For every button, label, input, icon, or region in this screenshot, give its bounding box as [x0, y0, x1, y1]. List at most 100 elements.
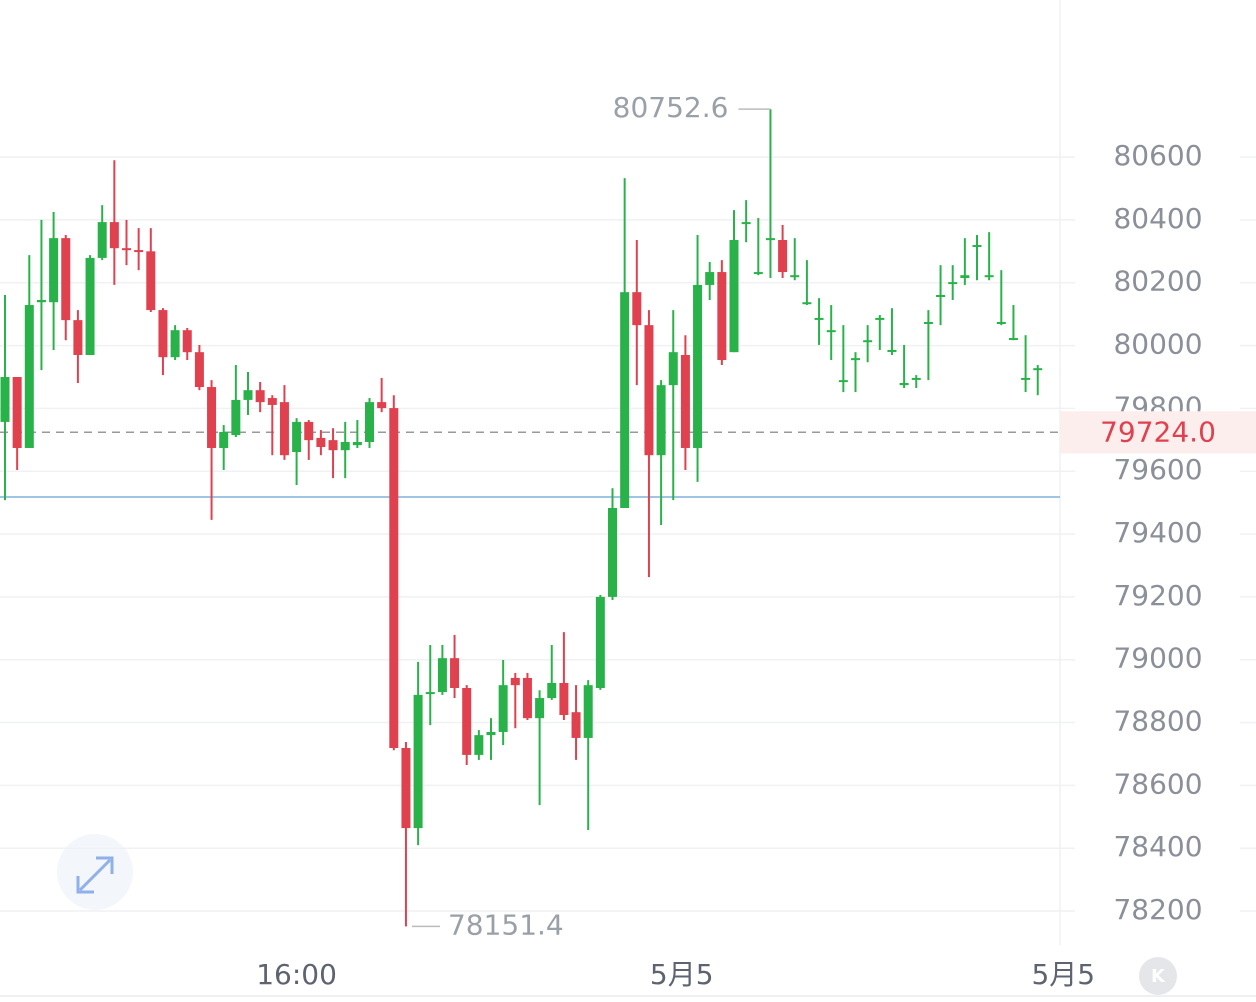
y-tick-label: 79400	[1113, 516, 1202, 549]
candle-body	[73, 320, 83, 355]
candle-body	[292, 421, 302, 453]
candle-body	[838, 380, 848, 383]
candle-body	[425, 692, 435, 695]
last-price-label: 79724.0	[1100, 415, 1216, 448]
y-tick-label: 79200	[1113, 579, 1202, 612]
y-tick-label: 80400	[1113, 202, 1202, 235]
candle-body	[705, 272, 715, 285]
candle-body	[923, 322, 933, 325]
candle-body	[875, 317, 885, 320]
candle-body	[146, 251, 156, 311]
candle-body	[984, 275, 994, 278]
candle-body	[583, 685, 593, 738]
candle-body	[644, 325, 654, 456]
candle-body	[97, 222, 107, 258]
candle-body	[61, 238, 71, 321]
candle-body	[328, 440, 338, 451]
y-tick-label: 79000	[1113, 642, 1202, 675]
candle-body	[632, 292, 642, 326]
candle-body	[608, 507, 617, 597]
candle-body	[377, 402, 387, 409]
candle-body	[304, 421, 314, 441]
candle-body	[401, 747, 411, 829]
y-tick-label: 78400	[1113, 830, 1202, 863]
candle-body	[765, 238, 775, 241]
candle-body	[340, 442, 350, 451]
x-tick-label: 16:00	[256, 958, 337, 991]
candle-body	[547, 682, 557, 699]
candle-body	[668, 352, 678, 386]
y-tick-label: 78800	[1113, 705, 1202, 738]
candle-body	[899, 382, 909, 386]
candle-body	[462, 687, 472, 755]
candle-body	[571, 712, 581, 738]
x-tick-label: 5月5	[650, 958, 714, 991]
candle-body	[389, 408, 399, 748]
y-tick-label: 80000	[1113, 328, 1202, 361]
y-tick-label: 78600	[1113, 767, 1202, 800]
candle-body	[960, 275, 970, 279]
candle-body	[522, 677, 532, 719]
candle-body	[535, 698, 545, 719]
candle-body	[498, 685, 508, 732]
candle-body	[717, 272, 727, 361]
candle-body	[936, 294, 946, 297]
candle-body	[352, 442, 362, 446]
k-icon: K	[1151, 966, 1166, 987]
candle-body	[182, 330, 192, 353]
candle-body	[49, 238, 59, 303]
candle-body	[510, 677, 520, 686]
candle-body	[267, 398, 277, 405]
candle-body	[887, 349, 897, 352]
candle-body	[122, 248, 131, 251]
candle-body	[1033, 368, 1043, 371]
candle-body	[680, 354, 690, 448]
k-button[interactable]	[1139, 957, 1177, 995]
candle-body	[279, 402, 289, 456]
candle-body	[778, 240, 788, 273]
x-tick-label: 5月5	[1031, 958, 1095, 991]
candle-body	[170, 330, 180, 358]
y-tick-label: 79600	[1113, 453, 1202, 486]
candle-body	[948, 282, 958, 285]
candle-body	[413, 694, 423, 829]
candle-body	[656, 385, 666, 456]
candle-body	[109, 222, 119, 249]
y-tick-label: 80600	[1113, 139, 1202, 172]
candle-body	[219, 431, 229, 448]
candle-body	[24, 305, 34, 448]
candle-body	[194, 352, 204, 388]
candle-body	[474, 735, 484, 755]
candle-body	[36, 300, 46, 303]
candle-body	[207, 387, 217, 448]
candle-body	[693, 284, 703, 448]
candle-body	[620, 292, 630, 508]
candle-body	[486, 731, 496, 736]
candle-body	[911, 377, 921, 380]
candle-body	[851, 358, 860, 361]
candle-body	[437, 658, 447, 693]
min-label: 78151.4	[448, 908, 564, 941]
candle-body	[316, 437, 326, 448]
candle-body	[1008, 338, 1018, 341]
expand-button[interactable]	[57, 834, 133, 910]
expand-icon	[76, 856, 114, 894]
candle-body	[790, 275, 800, 278]
candle-body	[134, 250, 144, 253]
candle-body	[559, 682, 569, 716]
last-price-box	[1060, 411, 1256, 454]
candle-body	[996, 322, 1006, 325]
candle-body	[826, 330, 836, 333]
y-tick-label: 80200	[1113, 265, 1202, 298]
candle-body	[450, 658, 460, 688]
candle-body	[255, 390, 265, 403]
candle-body	[595, 596, 605, 688]
candle-body	[972, 245, 982, 248]
y-tick-label: 78200	[1113, 893, 1202, 926]
candle-body	[365, 402, 374, 443]
candle-body	[741, 222, 751, 225]
candle-body	[243, 390, 253, 400]
candle-body	[12, 376, 22, 448]
max-label: 80752.6	[613, 91, 729, 124]
